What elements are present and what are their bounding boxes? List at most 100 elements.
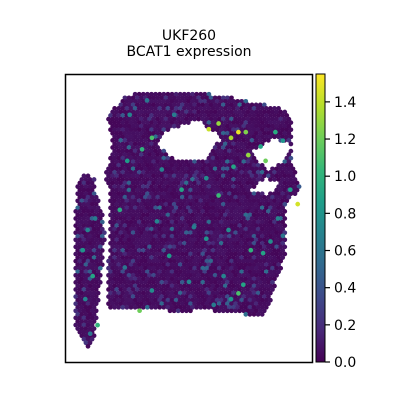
- spot: [138, 244, 144, 250]
- spot: [157, 155, 163, 161]
- spot: [165, 155, 171, 161]
- spot: [229, 201, 234, 207]
- spot: [171, 159, 177, 165]
- spot: [229, 180, 234, 186]
- spot: [239, 127, 245, 133]
- spot: [132, 134, 138, 140]
- spot: [165, 177, 171, 182]
- spot: [85, 251, 91, 257]
- spot: [151, 123, 156, 129]
- spot: [91, 297, 97, 303]
- spot: [85, 280, 91, 285]
- spot: [157, 283, 163, 289]
- spot: [222, 205, 228, 211]
- spot: [114, 145, 120, 150]
- spot-high-expression: [260, 250, 266, 256]
- spot: [99, 262, 105, 268]
- spot: [169, 91, 175, 97]
- spot: [222, 283, 228, 289]
- spot: [126, 230, 132, 236]
- spot: [194, 98, 199, 104]
- spot: [288, 127, 294, 133]
- spot: [251, 233, 257, 239]
- spot: [138, 265, 144, 271]
- spot: [161, 177, 167, 182]
- spot: [91, 191, 97, 197]
- spot: [163, 95, 169, 101]
- spot: [276, 269, 281, 275]
- spot: [286, 130, 292, 136]
- spot: [266, 258, 271, 264]
- spot: [79, 255, 85, 260]
- spot-high-expression: [236, 291, 241, 296]
- spot: [143, 159, 148, 165]
- spot: [79, 283, 85, 289]
- spot: [151, 251, 156, 257]
- spot: [145, 226, 150, 232]
- spot: [229, 223, 234, 228]
- spot: [114, 152, 120, 157]
- spot: [136, 113, 142, 118]
- spot: [163, 116, 169, 122]
- spot: [95, 248, 101, 253]
- spot: [222, 141, 228, 147]
- spot: [77, 315, 83, 321]
- spot: [280, 255, 286, 260]
- spot: [194, 205, 199, 211]
- spot: [140, 283, 146, 289]
- spot: [227, 290, 232, 296]
- spot: [220, 287, 226, 292]
- spot: [112, 148, 117, 154]
- spot: [249, 159, 255, 165]
- spot: [268, 205, 273, 211]
- spot: [206, 262, 212, 268]
- spot: [77, 209, 83, 214]
- spot: [184, 223, 189, 228]
- spot: [75, 297, 81, 303]
- spot: [75, 319, 81, 324]
- spot: [286, 173, 292, 179]
- spot: [229, 258, 234, 264]
- spot: [167, 258, 173, 264]
- spot: [253, 201, 259, 207]
- spot: [296, 184, 302, 189]
- spot: [140, 134, 146, 140]
- spot: [255, 106, 261, 111]
- spot: [124, 184, 130, 189]
- spot: [89, 251, 95, 257]
- spot: [208, 187, 214, 193]
- spot: [259, 312, 265, 317]
- spot: [89, 287, 95, 292]
- spot: [216, 201, 222, 207]
- spot: [165, 219, 171, 225]
- spot: [151, 201, 156, 207]
- spot: [196, 223, 202, 228]
- spot: [83, 198, 89, 204]
- spot: [124, 191, 130, 197]
- spot: [147, 223, 152, 228]
- spot: [145, 120, 150, 125]
- spot: [231, 212, 236, 218]
- spot: [138, 166, 144, 172]
- spot: [237, 308, 243, 314]
- spot: [233, 180, 238, 186]
- spot: [161, 241, 167, 246]
- spot: [145, 241, 150, 246]
- spot: [278, 130, 284, 136]
- spot: [93, 308, 99, 314]
- spot: [227, 283, 232, 289]
- spot: [161, 297, 167, 303]
- spot: [163, 294, 169, 299]
- spot: [145, 248, 150, 253]
- spot: [192, 258, 197, 264]
- spot: [106, 287, 111, 292]
- spot: [261, 102, 267, 108]
- spot: [122, 237, 128, 243]
- spot: [200, 159, 206, 165]
- spot: [251, 312, 257, 317]
- spot: [263, 120, 269, 125]
- spot: [266, 272, 271, 278]
- spot: [155, 258, 161, 264]
- spot: [79, 198, 85, 204]
- spot: [251, 269, 257, 275]
